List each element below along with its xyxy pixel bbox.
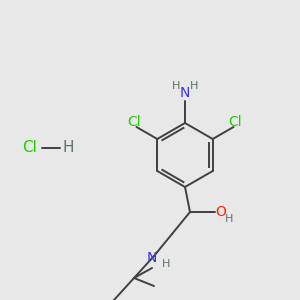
Text: H: H bbox=[172, 81, 180, 91]
Text: Cl: Cl bbox=[128, 115, 141, 129]
Text: N: N bbox=[180, 86, 190, 100]
Text: H: H bbox=[225, 214, 233, 224]
Text: H: H bbox=[190, 81, 198, 91]
Text: H: H bbox=[62, 140, 74, 155]
Text: Cl: Cl bbox=[229, 115, 242, 129]
Text: H: H bbox=[162, 259, 170, 269]
Text: Cl: Cl bbox=[22, 140, 38, 155]
Text: N: N bbox=[147, 251, 157, 265]
Text: O: O bbox=[216, 205, 226, 219]
